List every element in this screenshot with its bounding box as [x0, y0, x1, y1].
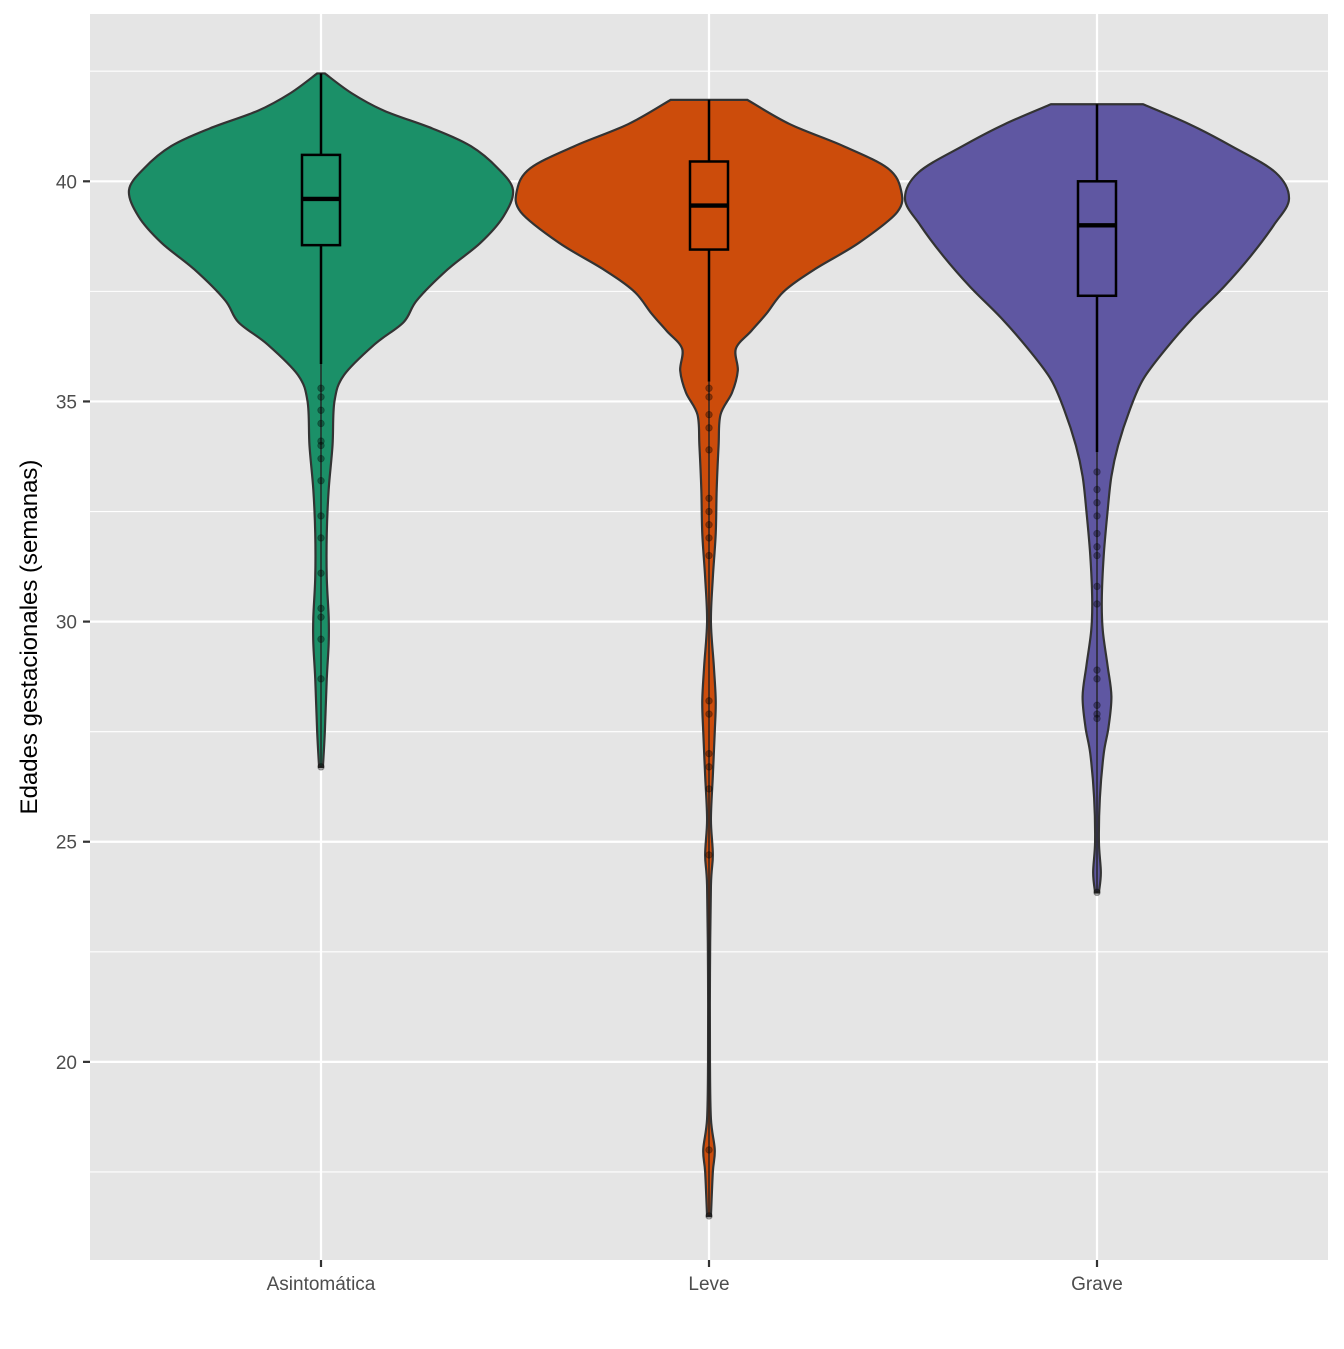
outlier-point-grave [1093, 529, 1101, 538]
outlier-point-asintomatica [317, 613, 325, 621]
outlier-point-grave [1093, 551, 1101, 560]
outlier-point-grave [1093, 675, 1101, 683]
outlier-point-leve [705, 851, 713, 859]
outlier-point-leve [705, 1212, 713, 1220]
outlier-point-asintomatica [317, 419, 325, 428]
outlier-point-leve [705, 534, 713, 542]
y-tick-label: 30 [56, 613, 77, 634]
x-tick-label: Asintomática [267, 1274, 376, 1295]
outlier-point-asintomatica [317, 569, 325, 577]
outlier-point-asintomatica [317, 454, 325, 463]
outlier-point-grave [1093, 543, 1101, 551]
outlier-point-asintomatica [317, 763, 325, 771]
outlier-point-grave [1093, 666, 1101, 674]
outlier-point-asintomatica [317, 441, 325, 450]
outlier-point-asintomatica [317, 635, 325, 643]
x-tick-label: Leve [688, 1274, 729, 1295]
outlier-point-asintomatica [317, 512, 325, 520]
outlier-point-leve [705, 749, 713, 758]
outlier-point-asintomatica [317, 476, 325, 485]
outlier-point-asintomatica [317, 393, 325, 401]
outlier-point-grave [1093, 512, 1101, 520]
outlier-point-leve [705, 410, 713, 419]
outlier-point-leve [705, 763, 713, 771]
outlier-point-grave [1093, 888, 1101, 897]
outlier-point-leve [705, 785, 713, 793]
outlier-point-asintomatica [317, 604, 325, 613]
y-axis-title: Edades gestacionales (semanas) [16, 460, 43, 815]
outlier-point-asintomatica [317, 406, 325, 414]
outlier-point-grave [1093, 701, 1101, 709]
outlier-point-grave [1093, 600, 1101, 608]
outlier-point-asintomatica [317, 675, 325, 683]
outlier-point-grave [1093, 714, 1101, 723]
outlier-point-leve [705, 697, 713, 705]
outlier-point-grave [1093, 710, 1101, 718]
y-tick-label: 25 [56, 833, 77, 854]
y-tick-label: 40 [56, 172, 77, 193]
y-tick-label: 20 [56, 1053, 77, 1074]
x-tick-label: Grave [1071, 1274, 1123, 1295]
outlier-point-leve [705, 551, 713, 560]
outlier-point-leve [705, 494, 713, 503]
outlier-point-leve [705, 384, 713, 392]
outlier-point-asintomatica [317, 534, 325, 542]
outlier-point-leve [705, 1146, 713, 1154]
outlier-point-leve [705, 521, 713, 529]
outlier-point-grave [1093, 485, 1101, 494]
outlier-point-grave [1093, 499, 1101, 507]
outlier-point-grave [1093, 468, 1101, 476]
outlier-point-leve [705, 507, 713, 516]
box-grave [1076, 180, 1118, 298]
outlier-point-leve [705, 446, 713, 454]
point-layer [317, 384, 1101, 1220]
axis-layer: 20 25 30 35 40 Asintomática Leve Grave [56, 172, 1123, 1295]
y-tick-label: 35 [56, 392, 77, 413]
outlier-point-asintomatica [317, 384, 325, 392]
box-layer [300, 73, 1118, 1216]
outlier-point-leve [705, 393, 713, 401]
outlier-point-leve [705, 424, 713, 432]
outlier-point-leve [705, 710, 713, 718]
outlier-point-grave [1093, 582, 1101, 591]
outlier-point-asintomatica [317, 437, 325, 445]
